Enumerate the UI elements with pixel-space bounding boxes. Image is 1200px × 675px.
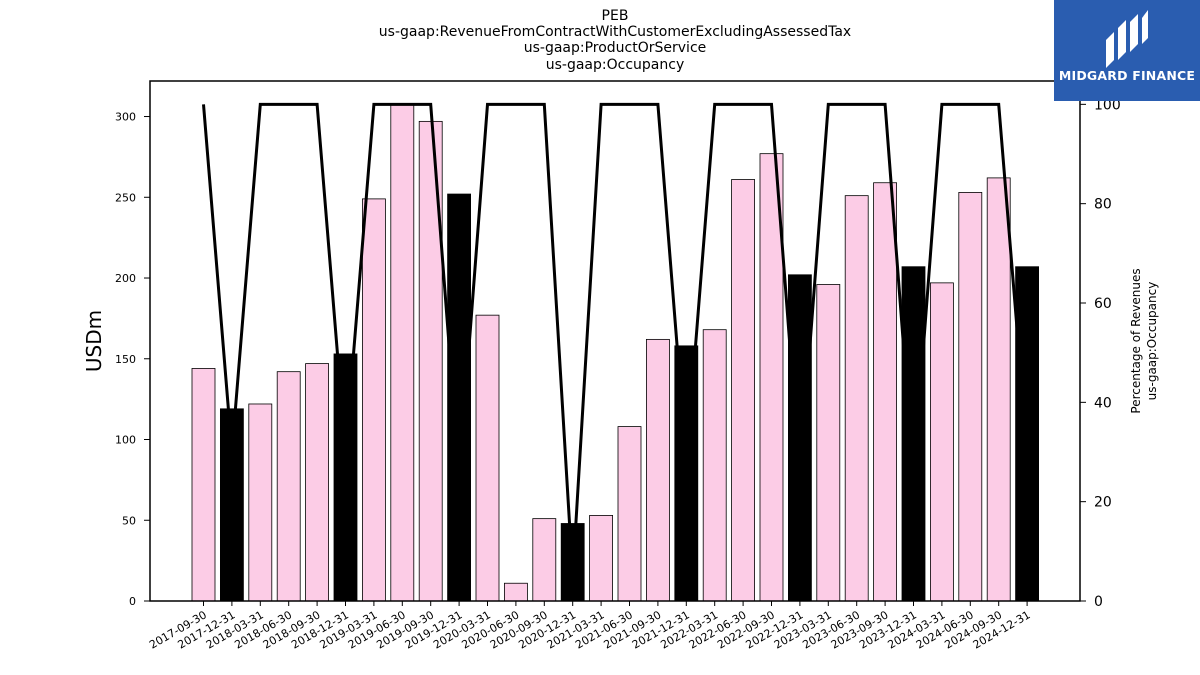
bar-2018-12-31 — [333, 353, 358, 602]
bar-2024-09-30 — [986, 177, 1011, 602]
logo-text: MIDGARD FINANCE — [1058, 68, 1196, 83]
bar-2021-06-30 — [617, 426, 642, 602]
title-line-2: us-gaap:RevenueFromContractWithCustomerE… — [379, 24, 851, 40]
y-axis-right-label-line-2: us-gaap:Occupancy — [1145, 282, 1159, 401]
y-tick-label: 150 — [115, 353, 136, 366]
bar-2018-06-30 — [276, 371, 301, 602]
occupancy-line-series — [202, 102, 1029, 577]
bar-2021-12-31 — [674, 345, 699, 602]
y-tick-label: 50 — [122, 514, 136, 527]
bar-2020-09-30 — [532, 518, 557, 602]
bar-2022-06-30 — [731, 179, 755, 602]
bar-2021-03-31 — [589, 515, 613, 602]
x-axis-ticks: 2017-09-302017-12-312018-03-312018-06-30… — [147, 601, 1033, 652]
axes — [149, 80, 1081, 602]
y-right-tick-label: 20 — [1094, 495, 1112, 511]
bar-2022-03-31 — [702, 329, 727, 602]
bar-2021-09-30 — [646, 338, 670, 602]
bar-2019-06-30 — [390, 103, 415, 602]
y-right-tick-label: 100 — [1094, 97, 1121, 113]
bar-2019-03-31 — [361, 198, 386, 602]
y-axis-right-ticks: 0 20 40 60 80 100 — [1080, 97, 1121, 610]
y-right-tick-label: 60 — [1094, 296, 1112, 312]
bar-2023-03-31 — [816, 284, 841, 602]
y-tick-label: 100 — [115, 434, 136, 447]
bar-2023-12-31 — [901, 266, 926, 602]
logo: MIDGARD FINANCE — [1054, 0, 1200, 101]
bar-2018-09-30 — [305, 363, 330, 602]
bar-2020-03-31 — [475, 314, 500, 602]
occupancy-line — [202, 102, 1029, 577]
y-right-tick-label: 80 — [1094, 197, 1112, 213]
y-tick-label: 300 — [115, 111, 136, 124]
y-axis-right-label-line-1: Percentage of Revenues — [1129, 268, 1143, 413]
y-axis-right-label: Percentage of Revenues us-gaap:Occupancy — [1129, 268, 1159, 413]
bar-2024-06-30 — [958, 192, 983, 602]
bar-2018-03-31 — [248, 403, 273, 602]
bar-series — [191, 103, 1039, 602]
y-right-tick-label: 40 — [1094, 395, 1112, 411]
title-line-1: PEB — [602, 8, 629, 24]
y-right-tick-label: 0 — [1094, 594, 1103, 610]
bar-2020-06-30 — [503, 582, 528, 602]
bar-2023-09-30 — [873, 182, 897, 602]
y-tick-label: 250 — [115, 191, 136, 204]
title-line-4: us-gaap:Occupancy — [546, 57, 684, 73]
y-tick-label: 0 — [129, 595, 136, 608]
chart-title: PEB us-gaap:RevenueFromContractWithCusto… — [379, 8, 851, 73]
bar-2017-09-30 — [191, 368, 216, 602]
y-tick-label: 200 — [115, 272, 136, 285]
bar-2023-06-30 — [844, 195, 869, 602]
bar-2024-03-31 — [930, 282, 954, 602]
logo-mark-icon — [1106, 10, 1148, 68]
title-line-3: us-gaap:ProductOrService — [524, 40, 707, 56]
y-axis-left-ticks: 0 50 100 150 200 250 300 — [115, 111, 150, 608]
bar-2019-12-31 — [447, 193, 472, 602]
y-axis-label: USDm — [82, 310, 106, 372]
plot-frame — [149, 80, 1081, 602]
bar-2022-12-31 — [788, 274, 812, 602]
